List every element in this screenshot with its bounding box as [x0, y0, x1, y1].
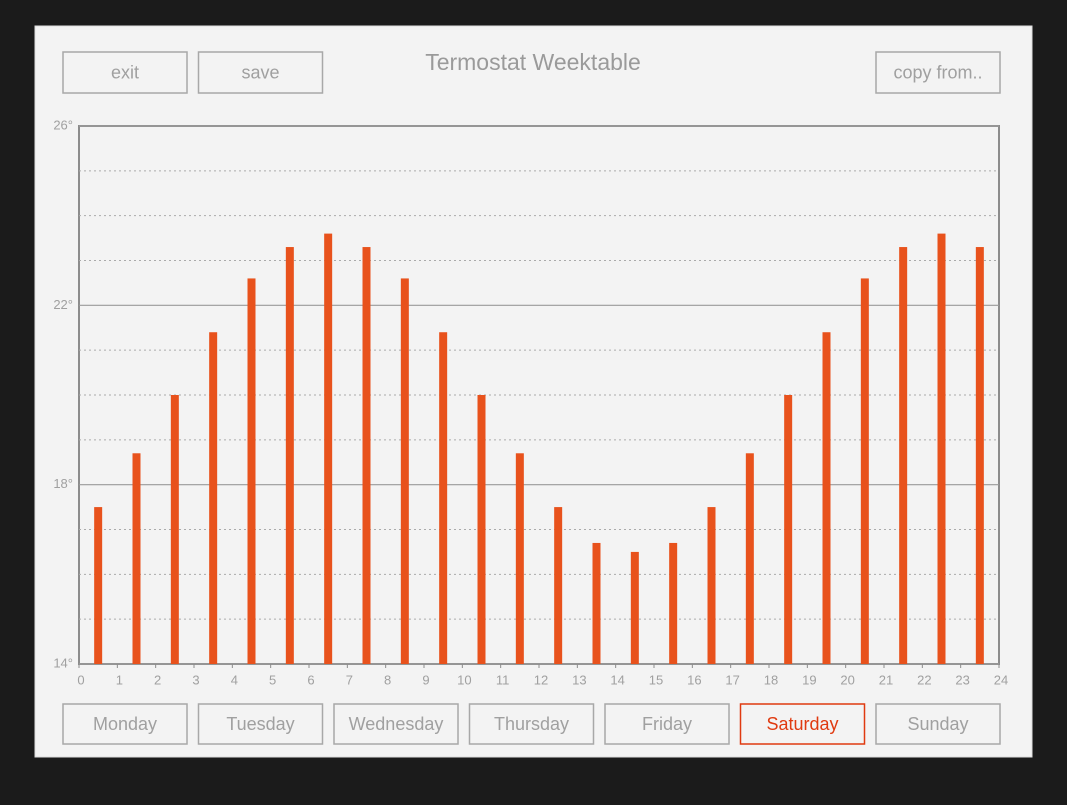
bar — [630, 551, 639, 664]
x-tick-label: 23 — [955, 672, 969, 687]
day-tab[interactable] — [62, 703, 188, 745]
x-tick-label: 2 — [154, 672, 161, 687]
x-tick-label: 6 — [307, 672, 314, 687]
x-tick-label: 16 — [687, 672, 701, 687]
button-label[interactable]: save — [241, 62, 279, 82]
bar — [554, 507, 563, 664]
panel — [34, 25, 1033, 758]
bar — [209, 332, 218, 664]
x-tick-label: 14 — [610, 672, 624, 687]
x-tick-label: 13 — [572, 672, 586, 687]
x-tick-label: 24 — [994, 672, 1008, 687]
bar — [362, 247, 371, 665]
bar — [477, 395, 486, 664]
bar — [669, 542, 678, 664]
copy-button[interactable] — [875, 51, 1001, 94]
day-tab-label[interactable]: Friday — [642, 714, 692, 734]
x-tick-label: 7 — [346, 672, 353, 687]
x-tick-label: 3 — [192, 672, 199, 687]
y-tick-label: 18° — [53, 476, 73, 491]
button[interactable] — [62, 51, 188, 94]
x-tick-label: 19 — [802, 672, 816, 687]
bar — [745, 453, 754, 664]
x-tick-label: 5 — [269, 672, 276, 687]
day-tab[interactable] — [333, 703, 459, 745]
x-tick-label: 11 — [496, 672, 510, 687]
day-tab[interactable] — [875, 703, 1001, 745]
x-tick-label: 4 — [231, 672, 238, 687]
day-tab-label[interactable]: Monday — [93, 714, 157, 734]
x-tick-label: 12 — [534, 672, 548, 687]
bar — [784, 395, 793, 664]
day-tab[interactable] — [739, 703, 866, 745]
bar — [860, 278, 869, 664]
bar — [515, 453, 524, 664]
day-tab[interactable] — [604, 703, 730, 745]
bar — [94, 507, 103, 664]
day-tab[interactable] — [197, 703, 324, 745]
bar — [247, 278, 256, 664]
day-tab[interactable] — [468, 703, 595, 745]
x-tick-label: 22 — [917, 672, 931, 687]
day-tab-label[interactable]: Sunday — [907, 714, 968, 734]
bar — [439, 332, 448, 664]
bar — [899, 247, 908, 665]
day-tab-label[interactable]: Thursday — [494, 714, 569, 734]
bar — [707, 507, 716, 664]
bar — [592, 542, 601, 664]
y-tick-label: 14° — [53, 655, 73, 670]
button-label[interactable]: exit — [111, 62, 139, 82]
x-tick-label: 0 — [77, 672, 84, 687]
x-tick-label: 20 — [840, 672, 854, 687]
day-tab-label[interactable]: Wednesday — [349, 714, 444, 734]
x-tick-label: 18 — [764, 672, 778, 687]
copy-button-label[interactable]: copy from.. — [893, 62, 982, 82]
y-tick-label: 26° — [53, 117, 73, 132]
x-tick-label: 15 — [649, 672, 663, 687]
day-tab-label[interactable]: Saturday — [766, 714, 838, 734]
bar — [132, 453, 141, 664]
bar — [170, 395, 179, 664]
bar — [822, 332, 831, 664]
bar — [937, 233, 946, 664]
bar — [400, 278, 409, 664]
bar — [285, 247, 294, 665]
x-tick-label: 10 — [457, 672, 471, 687]
x-tick-label: 1 — [116, 672, 123, 687]
bar — [975, 247, 984, 665]
x-tick-label: 8 — [384, 672, 391, 687]
x-tick-label: 21 — [879, 672, 893, 687]
title: Termostat Weektable — [425, 49, 641, 75]
day-tab-label[interactable]: Tuesday — [226, 714, 294, 734]
y-tick-label: 22° — [53, 297, 73, 312]
button[interactable] — [197, 51, 324, 94]
x-tick-label: 17 — [725, 672, 739, 687]
x-tick-label: 9 — [422, 672, 429, 687]
bar — [324, 233, 333, 664]
